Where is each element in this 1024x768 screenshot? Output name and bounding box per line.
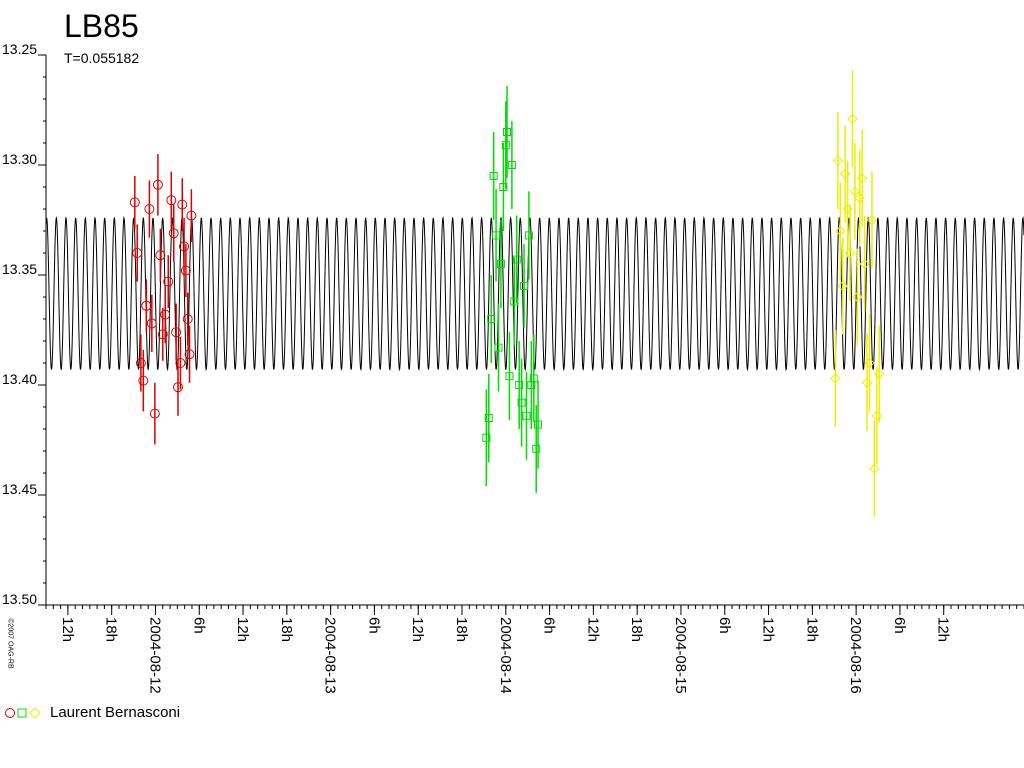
data-point: [171, 327, 182, 338]
legend-markers-icon: [5, 706, 41, 719]
data-point: [157, 329, 168, 340]
x-tick-label: 12h: [760, 617, 777, 642]
data-point: [175, 358, 186, 368]
model-curve-group: [45, 215, 1024, 372]
data-point: [857, 172, 868, 184]
data-point: [132, 248, 143, 258]
data-point: [168, 228, 179, 239]
data-point: [849, 186, 861, 197]
data-point: [859, 258, 870, 270]
legend-label: Laurent Bernasconi: [50, 704, 181, 721]
y-tick-label: 13.30: [2, 151, 37, 167]
data-point: [129, 197, 140, 208]
data-point: [487, 315, 496, 323]
data-point: [484, 414, 493, 422]
data-point: [135, 358, 146, 368]
data-point: [482, 433, 491, 442]
axes-group: 13.25 13.30 13.35 13.40 13.45 13.50 12h 18h 2004…: [2, 41, 1024, 694]
x-tick-label: 2004-08-15: [672, 617, 689, 694]
data-point: [172, 382, 183, 393]
data-point: [146, 318, 157, 329]
data-point: [138, 375, 149, 386]
data-point: [522, 411, 531, 420]
x-tick-label: 18h: [803, 617, 820, 642]
x-tick-label: 18h: [628, 617, 645, 642]
x-tick-label: 12h: [409, 617, 426, 642]
legend-symbols: [4, 706, 44, 719]
x-tick-label: 18h: [453, 617, 470, 642]
data-point: [844, 247, 856, 259]
x-tick-label: 12h: [935, 617, 952, 642]
legend: Laurent Bernasconi: [4, 704, 180, 721]
data-point: [832, 155, 844, 166]
data-point: [534, 420, 543, 429]
data-point: [179, 241, 190, 252]
x-tick-label: 6h: [891, 617, 908, 634]
data-point: [520, 282, 529, 290]
data-point: [835, 225, 846, 237]
y-tick-label: 13.35: [2, 261, 37, 277]
data-point: [501, 141, 510, 150]
data-point: [186, 210, 197, 221]
data-point: [184, 349, 195, 360]
y-tick-label: 13.50: [2, 591, 37, 607]
data-point: [524, 231, 533, 240]
data-point: [494, 343, 503, 352]
data-point: [149, 408, 160, 419]
data-point: [499, 183, 508, 191]
data-point: [837, 280, 848, 292]
data-point: [182, 314, 193, 324]
x-tick-label: 12h: [584, 617, 601, 642]
data-point: [517, 398, 526, 407]
data-point: [529, 374, 538, 383]
data-point: [503, 128, 512, 136]
x-tick-label: 12h: [59, 617, 76, 642]
x-tick-label: 6h: [365, 617, 382, 634]
chart-subtitle: T=0.055182: [64, 50, 140, 66]
data-point: [155, 250, 166, 261]
data-point: [180, 265, 191, 276]
data-point: [510, 297, 519, 306]
data-points-group: [129, 70, 885, 517]
data-point: [869, 463, 880, 474]
x-tick-label: 12h: [234, 617, 251, 642]
y-tick-label: 13.25: [2, 41, 37, 57]
data-point: [532, 444, 541, 453]
data-point: [160, 309, 171, 320]
x-tick-label: 2004-08-16: [847, 617, 864, 694]
data-point: [515, 381, 524, 389]
data-point: [847, 113, 858, 125]
data-point: [141, 300, 152, 311]
data-point: [144, 204, 155, 214]
data-point: [505, 372, 514, 381]
data-point: [866, 214, 878, 226]
data-point: [496, 260, 505, 268]
x-tick-label: 18h: [278, 617, 295, 642]
data-point: [864, 357, 875, 369]
x-tick-label: 2004-08-14: [497, 617, 514, 694]
data-point: [166, 195, 177, 206]
y-tick-label: 13.40: [2, 371, 37, 387]
y-tick-label: 13.45: [2, 481, 37, 497]
data-point: [177, 199, 188, 210]
data-point: [163, 276, 174, 287]
x-tick-label: 6h: [541, 617, 558, 634]
chart-title: LB85: [64, 8, 139, 44]
x-tick-label: 2004-08-12: [146, 617, 163, 694]
data-point: [152, 179, 163, 190]
x-tick-label: 6h: [190, 617, 207, 634]
data-point: [492, 231, 501, 240]
x-tick-label: 6h: [716, 617, 733, 634]
data-point: [489, 172, 498, 180]
x-tick-label: 2004-08-13: [322, 617, 339, 694]
data-point: [507, 161, 516, 169]
data-point: [852, 291, 863, 303]
model-curve: [45, 215, 1024, 372]
data-point: [830, 373, 841, 384]
data-point: [874, 368, 885, 380]
data-point: [512, 255, 521, 264]
x-tick-label: 18h: [103, 617, 120, 642]
